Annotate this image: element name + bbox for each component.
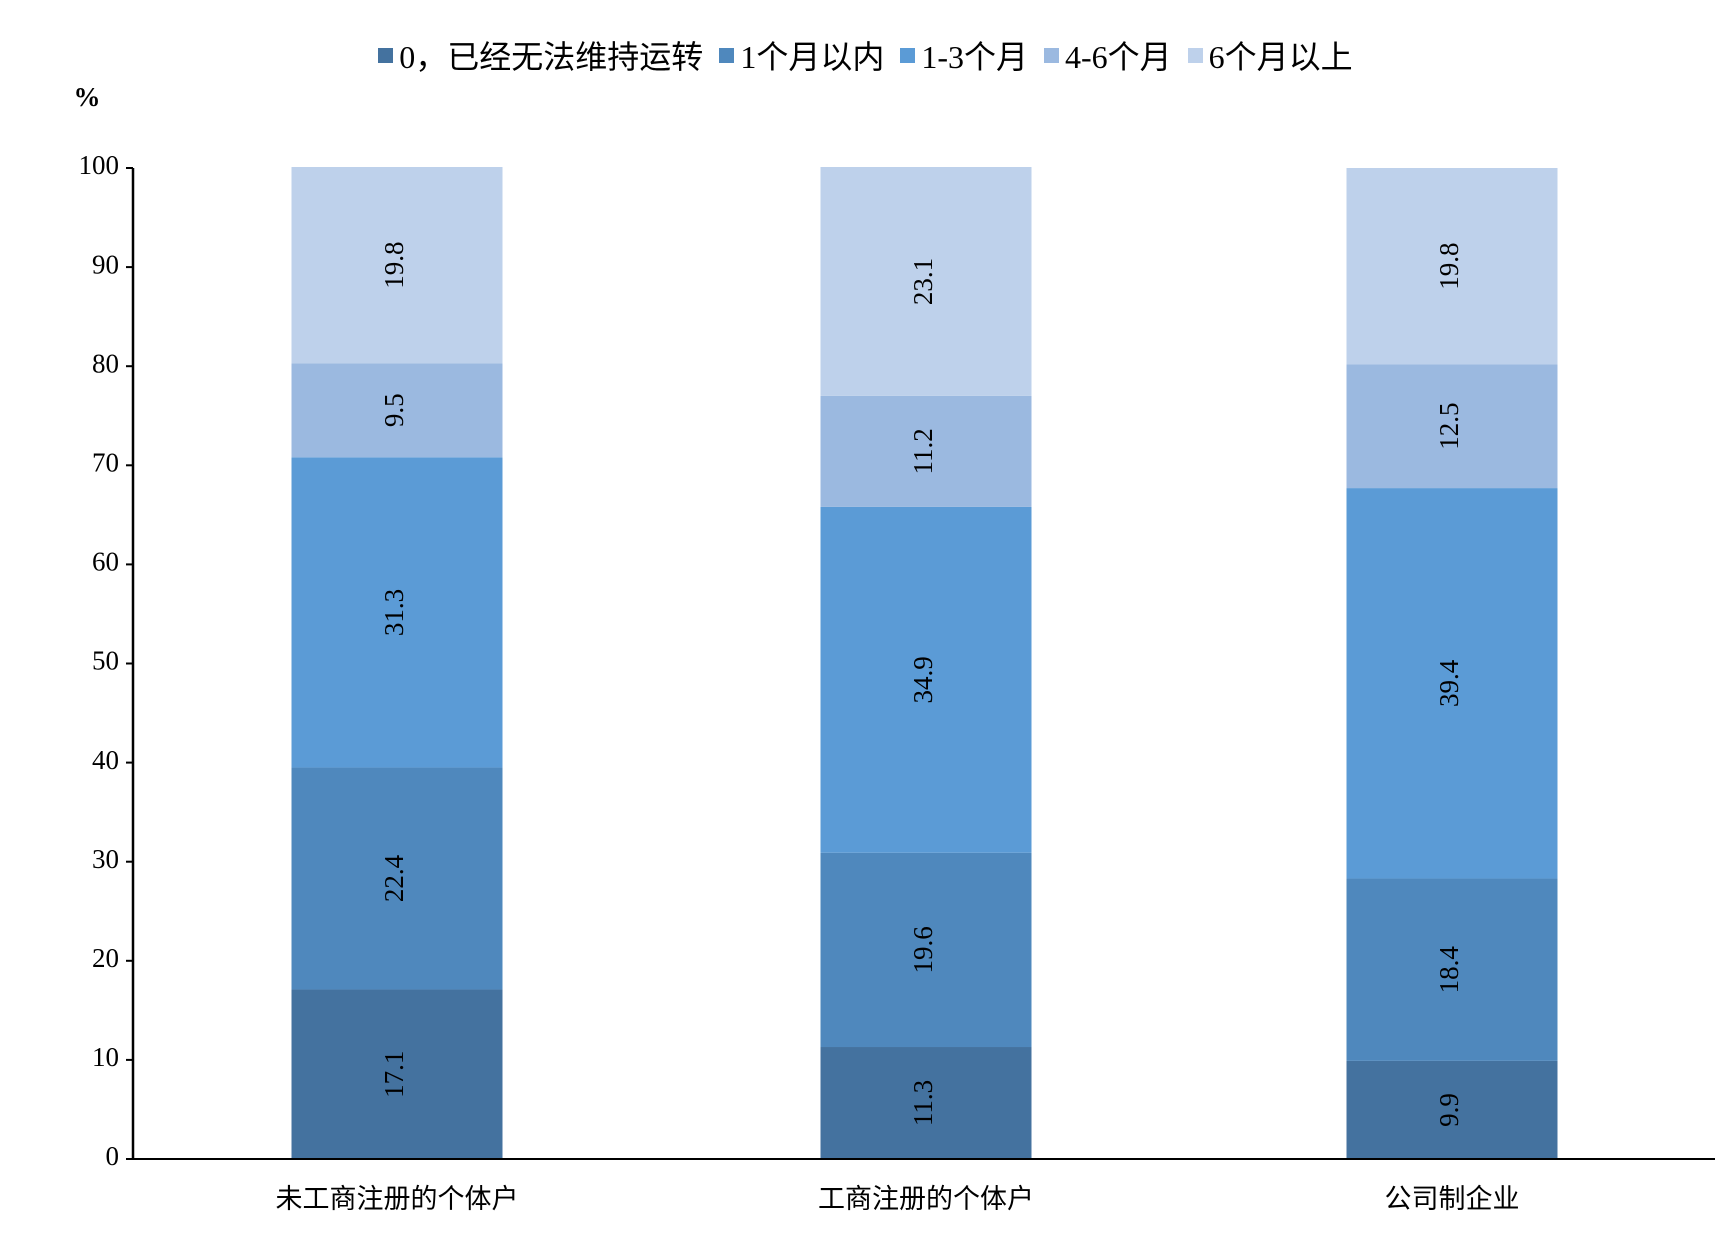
y-tick-label: 50: [92, 646, 119, 676]
legend-label: 0，已经无法维持运转: [399, 39, 704, 75]
data-label: 12.5: [1434, 403, 1464, 450]
data-label: 39.4: [1434, 659, 1464, 707]
x-tick-label: 工商注册的个体户: [818, 1184, 1034, 1214]
data-label: 19.6: [908, 926, 938, 973]
bar-segment: [291, 363, 503, 458]
bar-segment: [1346, 488, 1558, 879]
data-label: 23.1: [908, 258, 938, 305]
bar-segment: [291, 457, 503, 768]
y-tick-label: 0: [106, 1141, 120, 1171]
legend-swatch: [378, 47, 394, 63]
data-label: 19.8: [379, 241, 409, 288]
data-label: 34.9: [908, 656, 938, 703]
legend-item: 1-3个月: [900, 32, 1028, 78]
data-label: 11.3: [908, 1080, 938, 1126]
x-tick-label: 未工商注册的个体户: [276, 1184, 519, 1214]
data-label: 22.4: [379, 854, 409, 902]
y-tick-label: 90: [92, 249, 119, 279]
y-tick-label: 10: [92, 1042, 119, 1072]
y-tick-label: 80: [92, 348, 119, 378]
bar-segment: [1346, 364, 1558, 489]
bar-segment: [291, 767, 503, 990]
y-tick-label: 60: [92, 547, 119, 577]
legend-label: 1-3个月: [921, 39, 1028, 75]
bar-segment: [1346, 168, 1558, 365]
legend-item: 4-6个月: [1044, 32, 1172, 78]
y-axis-label: %: [74, 82, 101, 112]
y-tick-label: 70: [92, 448, 119, 478]
legend-label: 4-6个月: [1065, 39, 1172, 75]
legend-swatch: [1187, 47, 1203, 63]
y-tick-label: 20: [92, 943, 119, 973]
y-tick-label: 100: [79, 150, 120, 180]
bar-segment: [1346, 878, 1558, 1061]
legend-item: 1个月以内: [719, 32, 884, 78]
data-label: 18.4: [1434, 946, 1464, 994]
legend-item: 0，已经无法维持运转: [378, 32, 703, 78]
bar-segment: [820, 395, 1032, 507]
bar-segment: [1346, 1060, 1558, 1159]
bar-segment: [820, 167, 1032, 396]
legend-item: 6个月以上: [1187, 32, 1353, 78]
legend: 0，已经无法维持运转 1个月以内 1-3个月 4-6个月 6个月以上: [0, 32, 1731, 78]
bar-segment: [820, 1047, 1032, 1159]
y-tick-label: 40: [92, 745, 119, 775]
data-label: 9.9: [1434, 1093, 1464, 1127]
bar-segment: [820, 852, 1032, 1048]
y-tick-label: 30: [92, 844, 119, 874]
data-label: 19.8: [1434, 242, 1464, 289]
bar-segment: [291, 989, 503, 1159]
legend-label: 1个月以内: [740, 39, 885, 75]
legend-label: 6个月以上: [1208, 39, 1353, 75]
bar-segment: [820, 506, 1032, 853]
data-label: 17.1: [379, 1051, 409, 1098]
legend-swatch: [719, 47, 735, 63]
data-label: 9.5: [379, 393, 409, 427]
legend-swatch: [900, 47, 916, 63]
x-tick-label: 公司制企业: [1385, 1184, 1520, 1214]
data-label: 11.2: [908, 428, 938, 474]
data-label: 31.3: [379, 589, 409, 636]
legend-swatch: [1044, 47, 1059, 63]
bar-segment: [291, 167, 503, 364]
